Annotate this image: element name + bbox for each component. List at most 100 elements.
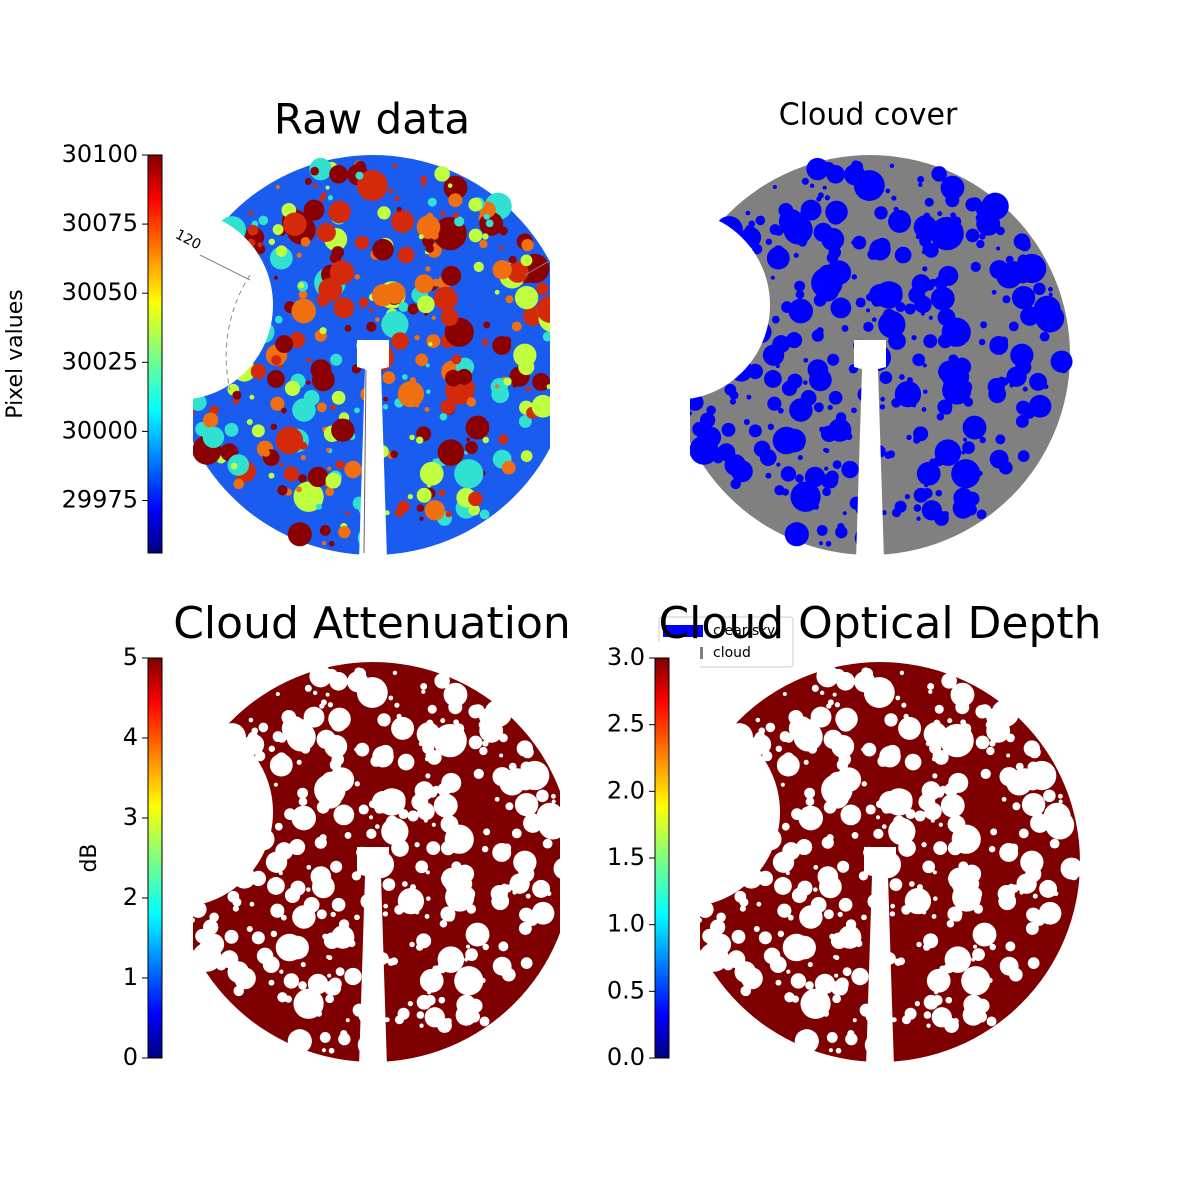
image-texture [503,377,512,386]
image-texture [434,673,450,689]
image-texture [482,740,489,747]
image-texture [421,689,426,694]
image-texture [823,447,828,453]
image-texture [925,341,930,347]
image-texture [965,491,980,507]
image-texture [816,525,828,536]
image-texture [275,842,294,861]
image-texture [803,357,809,363]
image-texture [1009,383,1014,388]
image-texture [1003,261,1026,283]
image-texture [793,486,799,493]
image-texture [414,841,420,848]
image-texture [1008,967,1023,982]
image-texture [739,905,746,912]
image-texture [298,474,307,483]
image-texture [328,200,351,224]
image-texture [466,904,477,914]
image-texture [893,206,899,212]
image-texture [438,996,446,1004]
image-texture [491,892,510,911]
image-texture [772,335,791,354]
image-texture [724,454,747,476]
image-texture [888,817,916,846]
image-texture [407,1001,414,1007]
image-texture [358,297,369,308]
image-texture [372,238,394,261]
image-texture [945,996,953,1004]
image-texture [937,308,956,327]
image-texture [793,252,799,258]
colorbar-tick-label: 2.5 [607,710,645,738]
image-texture [1012,802,1021,811]
colorbar [147,154,163,554]
image-texture [392,163,398,169]
image-texture [868,283,892,307]
image-texture [1013,768,1036,790]
image-texture [331,390,346,405]
image-texture [354,747,359,752]
image-texture [838,753,852,766]
image-texture [826,260,852,285]
image-texture [852,1018,857,1023]
image-texture [790,719,814,743]
image-texture [962,441,975,455]
panel [53,642,576,1082]
image-texture [754,242,760,248]
mask [560,642,700,1082]
image-texture [421,182,426,187]
image-texture [397,246,415,264]
image-texture [822,1010,829,1017]
image-texture [270,423,278,431]
image-texture [300,744,311,754]
image-texture [961,723,972,734]
image-texture [841,324,849,332]
image-texture [963,437,968,442]
image-texture [319,525,331,536]
image-texture [426,896,431,901]
image-texture [329,767,355,792]
image-texture [518,414,532,428]
image-texture [782,933,811,962]
image-texture [272,224,284,235]
image-texture [481,845,489,853]
image-texture [511,321,522,332]
image-texture [1010,884,1019,893]
image-texture [325,692,330,697]
image-texture [1053,891,1059,897]
image-texture [391,839,409,857]
mask [854,340,886,560]
image-texture [954,690,960,695]
image-texture [774,877,792,895]
image-texture [842,511,847,516]
image-texture [262,449,270,457]
image-texture [746,394,752,400]
image-texture [270,396,285,411]
image-texture [803,380,808,385]
image-texture [813,887,818,892]
image-texture [440,815,459,834]
image-texture [777,930,785,938]
legend-label: cloud [713,645,751,661]
image-texture [306,887,311,892]
image-texture [1039,331,1050,342]
image-texture [306,357,312,363]
image-texture [955,700,970,715]
image-texture [784,522,809,547]
image-texture [758,931,772,945]
image-texture [511,828,522,839]
image-texture [913,504,922,512]
image-texture [426,389,431,394]
image-texture [965,503,977,516]
image-texture [995,434,1006,445]
image-texture [1033,282,1046,296]
image-texture [354,914,360,921]
image-texture [298,290,308,299]
image-texture [439,919,448,928]
image-texture [300,455,306,461]
image-texture [898,839,916,857]
image-texture [333,804,355,826]
image-texture [316,402,327,413]
image-texture [202,919,219,935]
image-texture [804,789,812,796]
